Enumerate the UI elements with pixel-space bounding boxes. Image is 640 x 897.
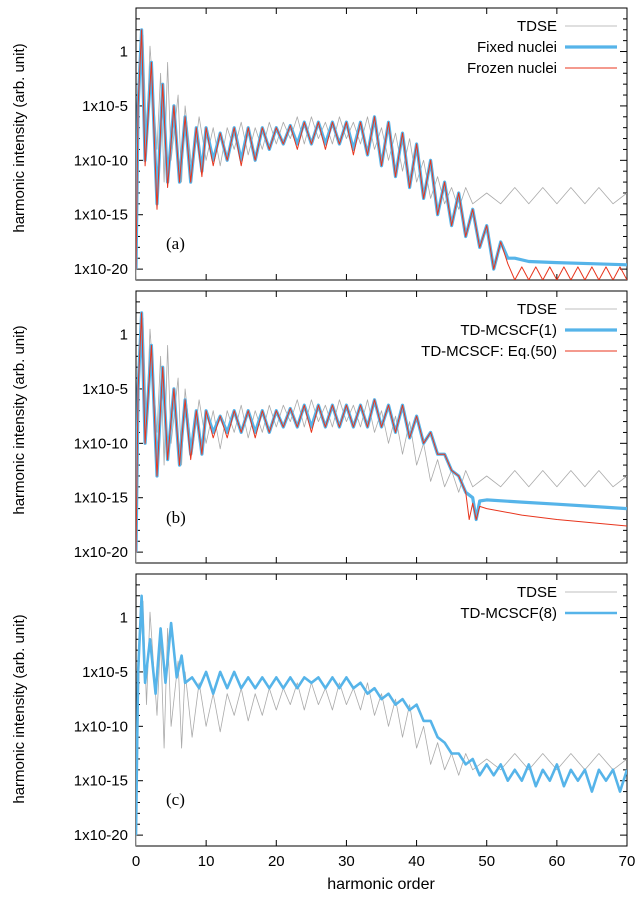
panel-c-series-0-line (136, 600, 627, 846)
panel-c-y-tick-label: 1x10-15 (74, 773, 128, 790)
panel-b-series-2-line (136, 312, 627, 553)
panel-c: harmonic intensity (arb. unit) (c) 0 10 20… (11, 573, 636, 870)
x-tick-label: 40 (408, 853, 425, 870)
panel-b-ylabel: harmonic intensity (arb. unit) (11, 325, 28, 514)
panel-a: harmonic intensity (arb. unit) (a) 1 1x10… (11, 7, 628, 281)
panel-b-label: (b) (166, 508, 186, 527)
panel-c-label: (c) (166, 790, 185, 809)
x-tick-label: 70 (619, 853, 636, 870)
panel-b-legend-label: TD-MCSCF: Eq.(50) (421, 343, 557, 360)
x-tick-label: 10 (198, 853, 215, 870)
panel-c-y-tick-label: 1 (120, 610, 128, 627)
panel-c-legend-label: TD-MCSCF(8) (460, 605, 557, 622)
panel-b: harmonic intensity (arb. unit) (b) 1 1x10… (11, 290, 628, 564)
x-tick-label: 30 (338, 853, 355, 870)
x-axis-label: harmonic order (327, 876, 435, 893)
panel-b-y-tick-label: 1x10-20 (74, 544, 128, 561)
panel-c-y-tick-label: 1x10-10 (74, 718, 128, 735)
panel-c-series-1-line (136, 594, 627, 836)
panel-a-y-tick-label: 1x10-15 (74, 207, 128, 224)
panel-a-legend-label: Frozen nuclei (467, 60, 557, 77)
panel-b-plot-frame (135, 290, 628, 564)
x-tick-label: 20 (268, 853, 285, 870)
panel-b-legend-label: TD-MCSCF(1) (460, 322, 557, 339)
x-tick-label: 50 (478, 853, 495, 870)
panel-c-plot-frame (135, 573, 628, 847)
x-tick-label: 0 (132, 853, 140, 870)
panel-b-y-tick-label: 1x10-10 (74, 435, 128, 452)
panel-a-y-tick-label: 1x10-10 (74, 152, 128, 169)
panel-a-y-tick-label: 1 (120, 44, 128, 61)
panel-b-y-tick-label: 1x10-15 (74, 490, 128, 507)
panel-b-y-tick-label: 1 (120, 327, 128, 344)
panel-c-legend-label: TDSE (517, 584, 557, 601)
panel-a-legend-label: Fixed nuclei (477, 39, 557, 56)
panel-a-legend-label: TDSE (517, 18, 557, 35)
panel-b-legend-label: TDSE (517, 301, 557, 318)
panel-c-y-tick-label: 1x10-5 (82, 664, 128, 681)
panel-c-ylabel: harmonic intensity (arb. unit) (11, 614, 28, 803)
x-tick-label: 60 (549, 853, 566, 870)
panel-a-y-tick-label: 1x10-5 (82, 98, 128, 115)
panel-a-y-tick-label: 1x10-20 (74, 261, 128, 278)
panel-a-series-2-line (136, 29, 627, 280)
panel-b-y-tick-label: 1x10-5 (82, 381, 128, 398)
panel-c-y-tick-label: 1x10-20 (74, 827, 128, 844)
panel-a-plot-frame (135, 7, 628, 281)
panel-a-ylabel: harmonic intensity (arb. unit) (11, 43, 28, 232)
panel-a-label: (a) (166, 234, 185, 253)
